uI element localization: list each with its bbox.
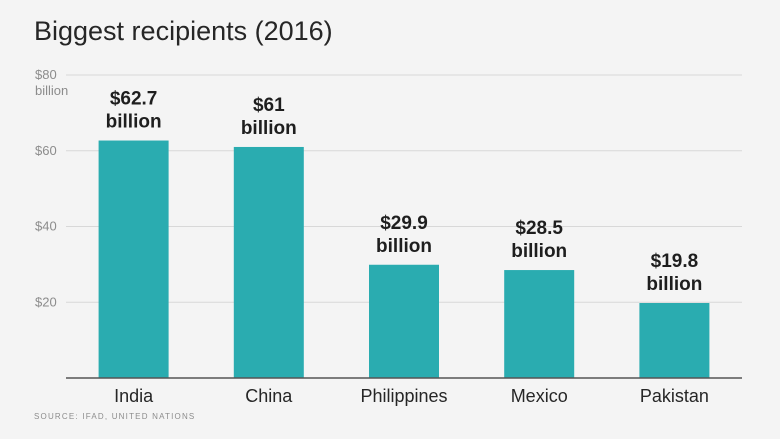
data-label-value: $28.5 [515,218,563,239]
x-tick-label: Pakistan [640,386,709,406]
data-label-unit: billion [376,236,432,257]
chart-title: Biggest recipients (2016) [34,16,333,46]
x-axis-ticks: India China Philippines Mexico Pakistan [114,386,709,406]
y-tick-label: $20 [35,294,57,309]
data-label-unit: billion [646,274,702,295]
bar [369,264,439,378]
bar [504,270,575,378]
data-label-value: $19.8 [651,251,699,272]
x-tick-label: Mexico [511,386,568,406]
bar [98,140,169,378]
bar [639,303,710,378]
x-tick-label: China [245,386,293,406]
x-tick-label: Philippines [360,386,447,406]
x-tick-label: India [114,386,154,406]
gridlines [66,74,742,303]
y-tick-label: $80 [35,67,57,82]
data-label-value: $62.7 [110,89,158,110]
source-note: SOURCE: IFAD, UNITED NATIONS [34,412,196,421]
data-labels: $62.7billion$61billion$29.9billion$28.5b… [106,89,703,295]
y-tick-label: $60 [35,143,57,158]
y-tick-label: $40 [35,219,57,234]
data-label-unit: billion [106,112,162,133]
data-label-unit: billion [241,118,297,139]
data-label-unit: billion [511,241,567,262]
data-label-value: $61 [253,95,285,116]
data-label-value: $29.9 [380,213,428,234]
y-unit-label: billion [35,83,68,98]
bars [98,140,710,378]
bar [233,146,304,378]
